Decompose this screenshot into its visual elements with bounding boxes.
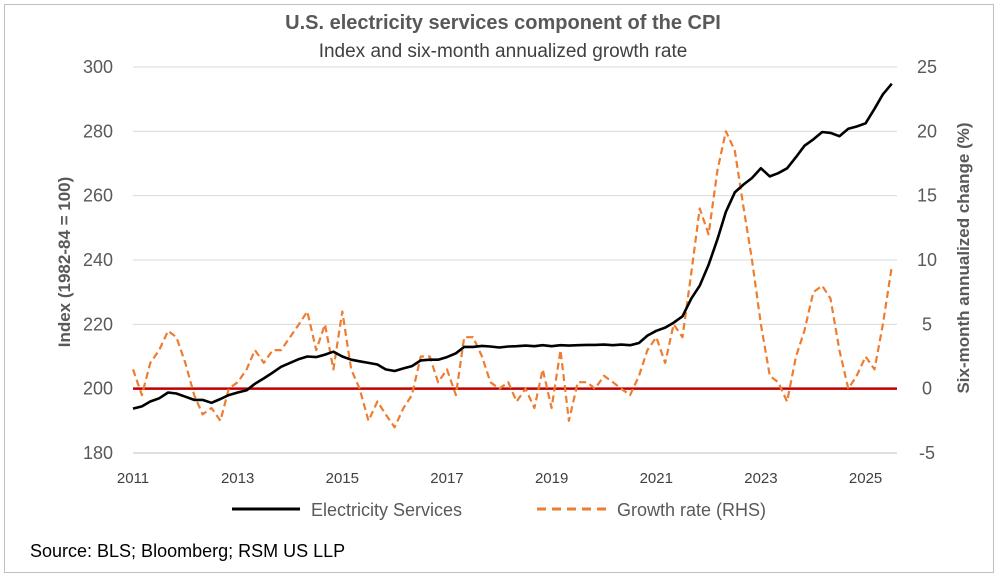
left-tick-200: 200 [83,379,113,399]
left-tick-180: 180 [83,443,113,463]
x-tick-2011: 2011 [117,470,149,487]
x-tick-2015: 2015 [326,470,359,487]
right-tick-10: 10 [917,250,937,270]
right-axis-label: Six-month annualized change (%) [954,122,973,393]
source-note: Source: BLS; Bloomberg; RSM US LLP [30,541,345,561]
x-tick-2017: 2017 [430,470,463,487]
chart-frame [4,4,994,573]
growth-rate-line [131,130,893,429]
left-axis-label: Index (1982-84 = 100) [55,177,74,348]
x-axis-ticks: 2011 2013 2015 2017 2019 2021 2023 2025 [117,452,897,487]
legend-label-electricity: Electricity Services [311,500,462,520]
chart-subtitle: Index and six-month annualized growth ra… [319,41,688,62]
right-tick-0: 0 [922,379,932,399]
left-tick-260: 260 [83,186,113,206]
right-tick-20: 20 [917,121,937,141]
x-tick-2019: 2019 [535,470,568,487]
x-tick-2021: 2021 [640,470,673,487]
left-tick-280: 280 [83,121,113,141]
left-axis-ticks: 180 200 220 240 260 280 300 [83,57,113,463]
electricity-services-line [132,82,893,410]
legend-label-growth: Growth rate (RHS) [617,500,766,520]
x-tick-2013: 2013 [221,470,254,487]
right-axis-ticks: -5 0 5 10 15 20 25 [917,57,937,463]
left-tick-240: 240 [83,250,113,270]
right-tick-15: 15 [917,186,937,206]
chart-title: U.S. electricity services component of t… [285,12,721,34]
x-tick-2023: 2023 [744,470,777,487]
x-tick-2025: 2025 [849,470,882,487]
legend: Electricity Services Growth rate (RHS) [232,500,766,520]
series-group [131,82,897,429]
right-tick-25: 25 [917,57,937,77]
right-tick-5: 5 [922,314,932,334]
left-tick-300: 300 [83,57,113,77]
right-tick--5: -5 [919,443,935,463]
left-tick-220: 220 [83,314,113,334]
